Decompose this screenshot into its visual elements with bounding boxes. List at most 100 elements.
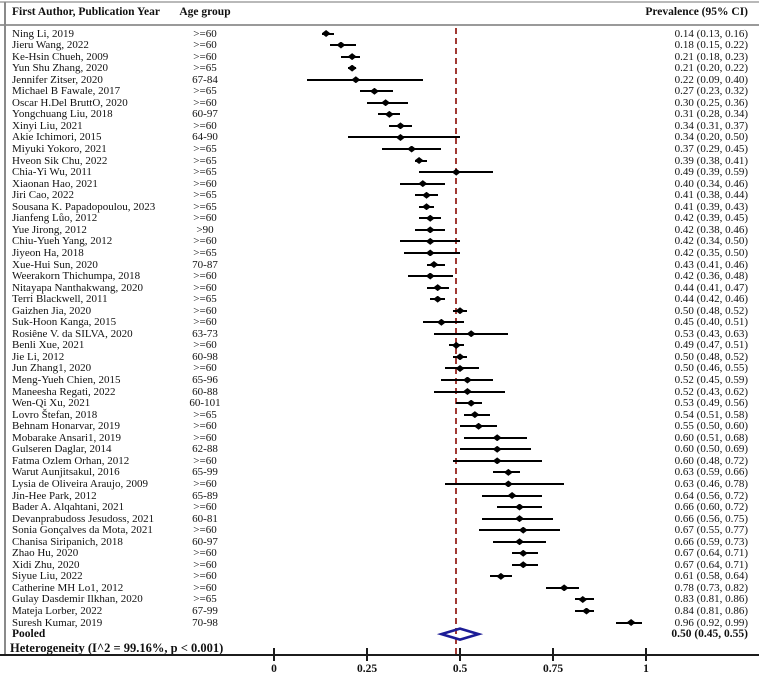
point-marker xyxy=(455,307,465,315)
study-age-label: >=65 xyxy=(193,189,217,202)
study-author-label: Gulseren Daglar, 2014 xyxy=(12,443,112,456)
ci-value-label: 0.55 (0.50, 0.60) xyxy=(674,420,748,433)
point-marker xyxy=(581,607,591,615)
study-author-label: Behnam Honarvar, 2019 xyxy=(12,420,121,433)
study-age-label: >=60 xyxy=(193,281,217,294)
ci-value-label: 0.66 (0.56, 0.75) xyxy=(674,512,748,525)
ci-value-label: 0.66 (0.59, 0.73) xyxy=(674,535,748,548)
study-age-label: >=60 xyxy=(193,27,217,40)
study-author-label: Chiu-Yueh Yang, 2012 xyxy=(12,235,113,248)
study-age-label: >=60 xyxy=(193,477,217,490)
ci-value-label: 0.67 (0.64, 0.71) xyxy=(674,547,748,560)
study-age-label: >=60 xyxy=(193,570,217,583)
study-age-label: 60-97 xyxy=(192,108,218,121)
ci-value-label: 0.78 (0.73, 0.82) xyxy=(674,581,748,594)
study-author-label: Devanprabudoss Jesudoss, 2021 xyxy=(12,512,155,525)
study-author-label: Maneesha Regati, 2022 xyxy=(12,385,116,398)
point-marker xyxy=(321,30,331,37)
study-author-label: Jennifer Zitser, 2020 xyxy=(12,73,103,86)
point-marker xyxy=(414,157,424,165)
point-marker xyxy=(436,318,446,326)
study-age-label: >=65 xyxy=(193,293,217,306)
point-marker xyxy=(474,422,484,430)
point-marker xyxy=(455,364,465,372)
study-age-label: >=65 xyxy=(193,246,217,259)
point-marker xyxy=(515,538,525,546)
pooled-ci-value: 0.50 (0.45, 0.55) xyxy=(671,627,748,640)
reference-line xyxy=(455,28,458,654)
study-author-label: Benli Xue, 2021 xyxy=(12,339,85,352)
study-author-label: Chia-Yi Wu, 2011 xyxy=(12,166,92,179)
point-marker xyxy=(347,64,357,72)
point-marker xyxy=(395,133,405,141)
study-age-label: 60-98 xyxy=(192,350,218,363)
study-author-label: Jiyeon Ha, 2018 xyxy=(12,246,84,259)
point-marker xyxy=(425,249,435,257)
study-age-label: >=60 xyxy=(193,235,217,248)
ci-value-label: 0.61 (0.58, 0.64) xyxy=(674,570,748,583)
point-marker xyxy=(626,619,636,627)
point-marker xyxy=(418,180,428,188)
study-author-label: Siyue Liu, 2022 xyxy=(12,570,83,583)
study-age-label: >=60 xyxy=(193,119,217,132)
ci-value-label: 0.42 (0.34, 0.50) xyxy=(674,235,748,248)
study-author-label: Suresh Kumar, 2019 xyxy=(12,616,103,629)
point-marker xyxy=(559,584,569,592)
x-axis-tick xyxy=(552,648,554,661)
study-author-label: Hveon Sik Chu, 2022 xyxy=(12,154,108,167)
ci-line xyxy=(307,78,423,81)
ci-value-label: 0.96 (0.92, 0.99) xyxy=(674,616,748,629)
study-age-label: 65-96 xyxy=(192,374,218,386)
ci-value-label: 0.54 (0.51, 0.58) xyxy=(674,408,748,421)
x-axis-tick xyxy=(459,648,461,661)
study-age-label: >=60 xyxy=(193,212,217,225)
study-author-label: Chanisa Siripanich, 2018 xyxy=(12,535,123,548)
study-age-label: >=60 xyxy=(193,547,217,560)
study-author-label: Sousana K. Papadopoulou, 2023 xyxy=(12,200,156,213)
ci-value-label: 0.52 (0.43, 0.62) xyxy=(674,385,748,398)
point-marker xyxy=(384,110,394,118)
point-marker xyxy=(422,191,432,199)
point-marker xyxy=(492,434,502,442)
study-author-label: Jiri Cao, 2022 xyxy=(12,189,75,202)
point-marker xyxy=(425,272,435,280)
study-author-label: Zhao Hu, 2020 xyxy=(12,547,79,560)
study-age-label: 70-98 xyxy=(192,616,218,629)
study-age-label: >=60 xyxy=(193,558,217,571)
study-author-label: Michael B Fawale, 2017 xyxy=(12,85,121,98)
ci-value-label: 0.83 (0.81, 0.86) xyxy=(674,593,748,606)
study-age-label: >=60 xyxy=(193,524,217,537)
ci-value-label: 0.66 (0.60, 0.72) xyxy=(674,501,748,514)
ci-value-label: 0.40 (0.34, 0.46) xyxy=(674,177,748,190)
point-marker xyxy=(507,492,517,499)
point-marker xyxy=(433,295,443,303)
ci-value-label: 0.14 (0.13, 0.16) xyxy=(674,27,748,40)
study-age-label: >90 xyxy=(196,223,214,236)
study-author-label: Suk-Hoon Kanga, 2015 xyxy=(12,316,117,329)
study-author-label: Terri Blackwell, 2011 xyxy=(12,293,108,306)
heterogeneity-label: Heterogeneity (I^2 = 99.16%, p < 0.001) xyxy=(10,641,224,656)
point-marker xyxy=(425,214,435,222)
study-age-label: 60-101 xyxy=(189,397,221,410)
ci-value-label: 0.42 (0.36, 0.48) xyxy=(674,270,748,283)
x-axis-tick xyxy=(645,648,647,661)
point-marker xyxy=(425,237,435,245)
study-author-label: Sonia Gonçalves da Mota, 2021 xyxy=(12,524,153,537)
study-author-label: Akie Ichimori, 2015 xyxy=(12,131,102,144)
study-author-label: Gaizhen Jia, 2020 xyxy=(12,304,92,317)
point-marker xyxy=(518,561,528,569)
point-marker xyxy=(466,399,476,407)
study-age-label: >=60 xyxy=(193,177,217,190)
study-age-label: 64-90 xyxy=(192,131,218,144)
point-marker xyxy=(425,226,435,234)
study-author-label: Catherine MH Lo1, 2012 xyxy=(12,581,124,594)
x-axis-tick-label: 0.75 xyxy=(542,663,564,675)
ci-value-label: 0.44 (0.42, 0.46) xyxy=(674,293,748,306)
point-marker xyxy=(518,526,528,534)
study-age-label: >=60 xyxy=(193,339,217,352)
point-marker xyxy=(429,261,439,268)
x-axis-tick-label: 0.5 xyxy=(452,663,468,675)
study-author-label: Lovro Štefan, 2018 xyxy=(12,408,98,421)
study-age-label: >=60 xyxy=(193,39,217,52)
study-age-label: >=60 xyxy=(193,431,217,444)
